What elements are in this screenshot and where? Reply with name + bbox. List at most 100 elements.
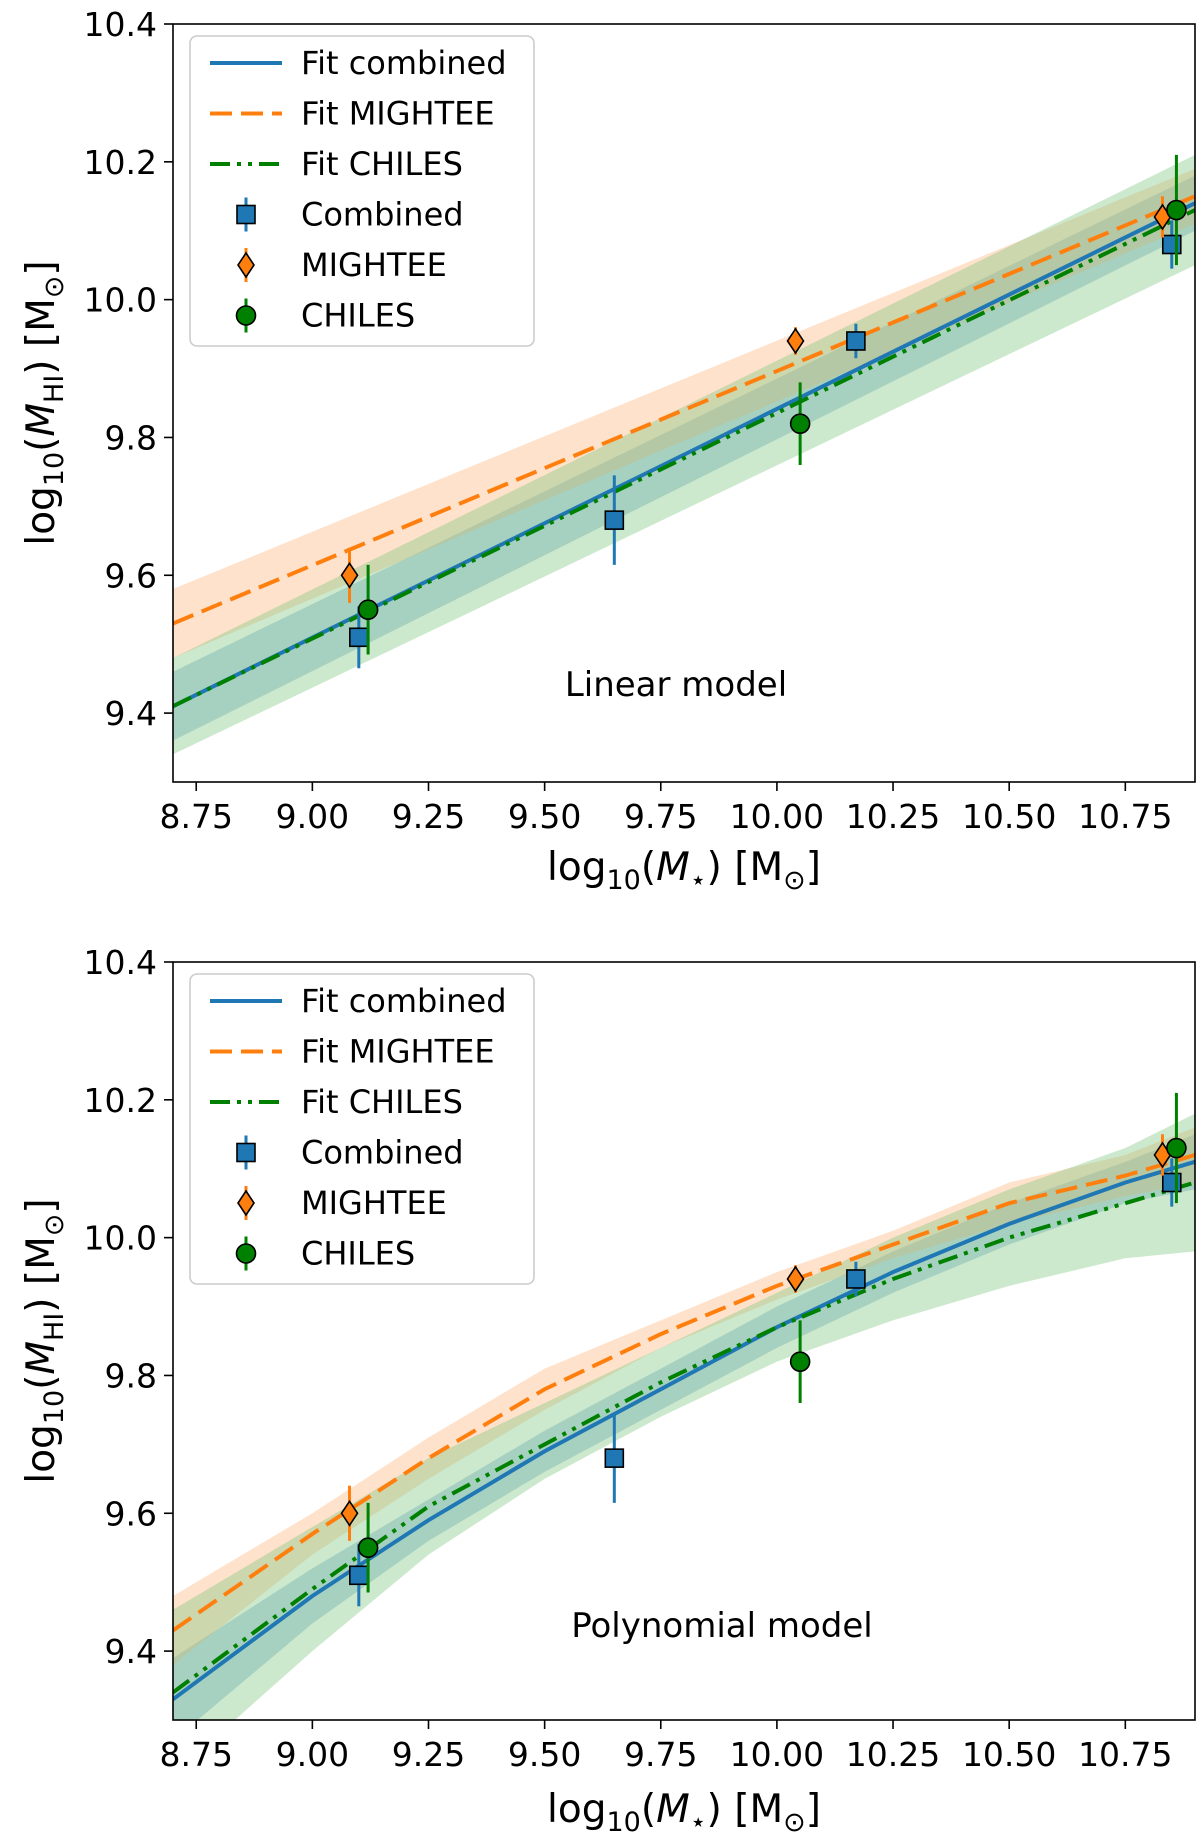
x-tick-label: 9.00 — [276, 797, 349, 836]
x-axis-label-part: ] — [806, 1787, 821, 1832]
band-chiles — [173, 1113, 1195, 1720]
axes-frame — [172, 23, 1196, 783]
x-tick-label: 10.75 — [1078, 797, 1172, 836]
legend: Fit combined Fit MIGHTEE Fit CHILES Combine… — [189, 35, 535, 347]
y-tick-label: 9.4 — [105, 694, 157, 733]
legend-label-combined: Combined — [301, 1134, 464, 1172]
fit-line-combined — [173, 1159, 1195, 1701]
fit-line-mightee — [173, 1153, 1195, 1633]
x-axis-label-part: 10 — [606, 865, 640, 896]
point-combined — [1161, 1172, 1182, 1193]
x-tick-label: 10.50 — [962, 1735, 1056, 1774]
legend-marker-mightee — [237, 1189, 255, 1217]
y-tick-label: 10.2 — [84, 1081, 157, 1120]
legend-label-chiles: CHILES — [301, 1235, 415, 1273]
x-axis-label-part: ( — [641, 1787, 656, 1832]
x-tick-label: 9.75 — [624, 1735, 697, 1774]
fit-line-chiles — [173, 1180, 1195, 1695]
point-chiles — [1166, 199, 1187, 221]
y-tick-label: 10.4 — [84, 943, 157, 982]
y-axis-label-part: ( — [19, 437, 64, 452]
point-combined — [1161, 234, 1182, 255]
point-chiles — [789, 1351, 811, 1372]
legend-item-fit_chiles: Fit CHILES — [210, 1083, 463, 1121]
band-mightee — [173, 168, 1195, 658]
legend-marker-chiles — [235, 1243, 257, 1264]
points-chiles — [357, 154, 1187, 655]
x-axis-label-part: ⋆ — [690, 865, 707, 896]
y-tick-label: 10.0 — [84, 281, 157, 320]
y-axis-label-part: log — [19, 1424, 64, 1483]
point-chiles — [1166, 1137, 1187, 1159]
y-tick-label: 9.8 — [105, 1356, 157, 1395]
legend-item-fit_combined: Fit combined — [210, 44, 507, 82]
x-tick-label: 8.75 — [159, 1735, 232, 1774]
points-chiles — [357, 1092, 1187, 1593]
legend-label-mightee: MIGHTEE — [301, 1184, 447, 1222]
x-axis-label-part: ( — [641, 845, 656, 890]
y-tick-label: 9.6 — [105, 556, 157, 595]
legend-item-chiles: CHILES — [235, 297, 415, 335]
x-tick-label: 10.25 — [846, 1735, 940, 1774]
x-tick-label: 10.75 — [1078, 1735, 1172, 1774]
legend-label-mightee: MIGHTEE — [301, 246, 447, 284]
y-axis-label-part: ( — [19, 1375, 64, 1390]
y-axis-label-part: ) [M — [19, 298, 64, 374]
points-combined — [349, 220, 1182, 669]
y-axis-label-part: ) [M — [19, 1236, 64, 1312]
point-mightee — [340, 561, 359, 589]
legend-item-combined: Combined — [236, 196, 464, 234]
y-axis-label-part: HI — [39, 375, 70, 403]
point-combined — [604, 510, 625, 530]
legend-item-fit_chiles: Fit CHILES — [210, 145, 463, 183]
y-axis-label-part: ⊙ — [39, 1214, 70, 1237]
x-axis-label: log10(M⋆) [M⊙] — [547, 1787, 821, 1838]
legend-label-fit_mightee: Fit MIGHTEE — [301, 1033, 495, 1071]
point-combined — [604, 1448, 625, 1468]
y-tick-label: 9.4 — [105, 1632, 157, 1671]
x-tick-label: 8.75 — [159, 797, 232, 836]
point-mightee — [340, 1499, 359, 1527]
y-tick-label: 10.4 — [84, 5, 157, 44]
legend-label-fit_chiles: Fit CHILES — [301, 1083, 463, 1121]
legend: Fit combined Fit MIGHTEE Fit CHILES Combine… — [189, 973, 535, 1285]
legend-item-fit_mightee: Fit MIGHTEE — [210, 1033, 495, 1071]
x-tick-label: 9.75 — [624, 797, 697, 836]
x-axis-label-part: ] — [806, 845, 821, 890]
legend-label-fit_mightee: Fit MIGHTEE — [301, 95, 495, 133]
y-tick-label: 9.6 — [105, 1494, 157, 1533]
x-tick-label: 9.50 — [508, 797, 581, 836]
legend-item-combined: Combined — [236, 1134, 464, 1172]
panel-linear-model: 9.4 9.6 9.8 10.0 10.2 10.4 8.75 9.00 9.25 9.50 9.7… — [19, 5, 1196, 896]
x-axis-label-part: log — [547, 1787, 606, 1832]
point-chiles — [789, 413, 811, 434]
x-tick-label: 9.00 — [276, 1735, 349, 1774]
fit-line-chiles — [173, 208, 1195, 708]
y-axis-label-part: HI — [39, 1313, 70, 1341]
y-axis-var: M — [19, 1341, 64, 1375]
y-tick-label: 10.0 — [84, 1219, 157, 1258]
fit-line-combined — [173, 201, 1195, 708]
x-axis-label-part: ⊙ — [783, 1807, 806, 1838]
x-axis-label-part: ⋆ — [690, 1807, 707, 1838]
x-axis-label-part: ) [M — [707, 845, 783, 890]
legend-marker-combined — [236, 1142, 256, 1163]
x-tick-label: 9.25 — [392, 797, 465, 836]
legend-marker-mightee — [237, 251, 255, 279]
points-mightee — [340, 196, 1172, 603]
legend-marker-chiles — [235, 305, 257, 326]
x-tick-label: 10.50 — [962, 797, 1056, 836]
y-axis-label-part: ] — [19, 1198, 64, 1213]
y-axis-label: log10(MHI) [M⊙] — [19, 1198, 70, 1483]
legend-label-chiles: CHILES — [301, 297, 415, 335]
x-tick-label: 10.00 — [730, 797, 824, 836]
point-chiles — [357, 1537, 379, 1559]
legend-label-fit_combined: Fit combined — [301, 44, 507, 82]
x-axis-label-part: log — [547, 845, 606, 890]
plot-area — [173, 154, 1195, 755]
y-tick-label: 10.2 — [84, 143, 157, 182]
band-mightee — [173, 1127, 1195, 1665]
point-combined — [846, 331, 866, 351]
